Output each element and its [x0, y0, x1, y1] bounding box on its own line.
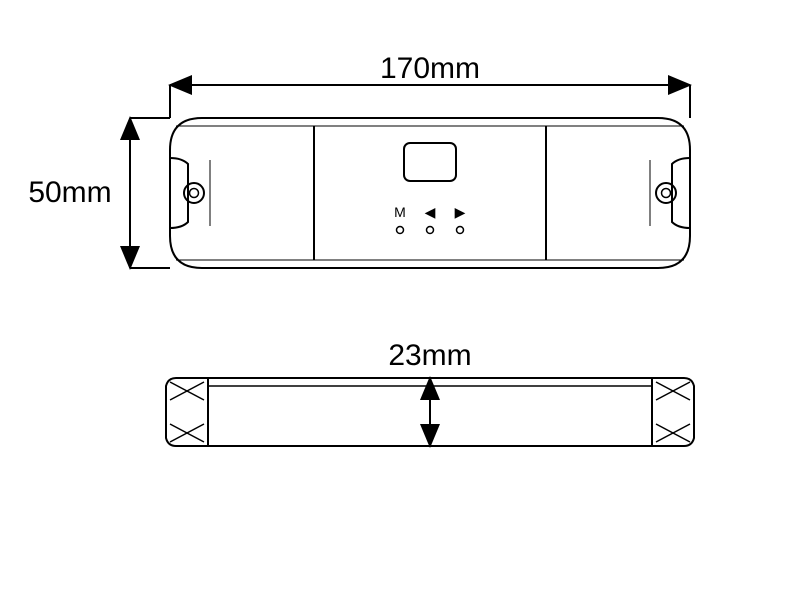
right-screw-inner: [662, 189, 671, 198]
top-view: M ◀ ▶: [170, 118, 690, 268]
right-mount-tab: [650, 158, 690, 228]
side-right-endcap: [656, 382, 690, 442]
display-window: [404, 143, 456, 181]
button-label-m: M: [394, 204, 406, 220]
dimension-depth-label: 23mm: [388, 339, 471, 372]
dimension-height: 50mm: [28, 118, 170, 268]
technical-drawing: M ◀ ▶: [0, 0, 800, 600]
button-label-right: ▶: [455, 204, 466, 220]
dimension-width-label: 170mm: [380, 52, 480, 85]
left-screw-inner: [190, 189, 199, 198]
dimension-height-label: 50mm: [28, 176, 111, 209]
button-dot-m: [397, 227, 404, 234]
dimension-depth: 23mm: [388, 339, 471, 446]
dimension-width: 170mm: [170, 52, 690, 118]
top-body-outline: [170, 118, 690, 268]
button-row: M ◀ ▶: [394, 204, 465, 234]
button-label-left: ◀: [425, 204, 436, 220]
button-dot-right: [457, 227, 464, 234]
side-left-endcap: [170, 382, 204, 442]
left-mount-tab: [170, 158, 210, 228]
button-dot-left: [427, 227, 434, 234]
